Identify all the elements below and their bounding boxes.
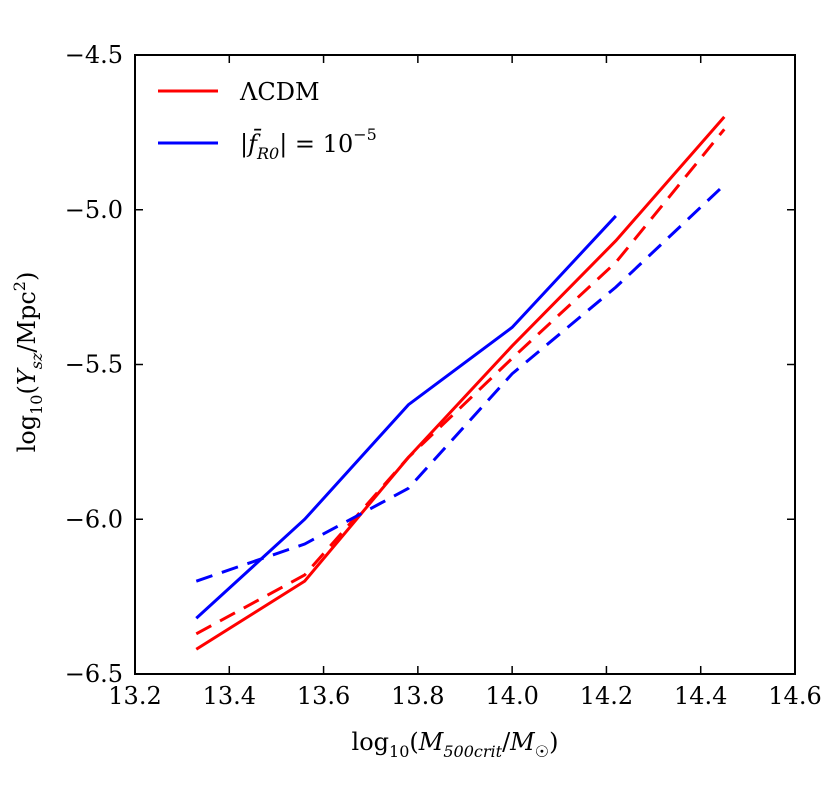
x-tick-label: 14.6 [768, 682, 821, 710]
series-line-2 [195, 214, 617, 620]
legend-label-fr: |f̄R0| = 10−5 [240, 125, 377, 163]
plot-frame [134, 54, 796, 675]
x-tick-label: 14.4 [674, 682, 727, 710]
legend: ΛCDM |f̄R0| = 10−5 [158, 78, 377, 163]
x-tick-label: 13.8 [391, 682, 444, 710]
legend-label-lcdm: ΛCDM [239, 78, 320, 106]
series-line-0 [195, 115, 726, 651]
series-layer [195, 115, 726, 651]
y-axis-label: log10(Ysz/Mpc2) [10, 272, 46, 453]
y-tick-label: −5.5 [65, 351, 123, 379]
x-tick-label: 13.4 [203, 682, 256, 710]
y-tick-label: −5.0 [65, 196, 123, 224]
x-tick-label: 14.2 [580, 682, 633, 710]
y-tick-label: −6.0 [65, 505, 123, 533]
x-tick-label: 14.0 [485, 682, 538, 710]
series-line-1 [195, 128, 726, 636]
x-tick-label: 13.2 [108, 682, 161, 710]
y-tick-label: −4.5 [65, 41, 123, 69]
series-line-3 [195, 183, 726, 583]
y-tick-label: −6.5 [65, 660, 123, 688]
labels-layer: 13.2 13.4 13.6 13.8 14.0 14.2 14.4 14.6 −6.5 −6.0… [65, 41, 822, 710]
x-tick-label: 13.6 [297, 682, 350, 710]
x-axis-label: log10(M500crit/M☉) [352, 728, 559, 761]
